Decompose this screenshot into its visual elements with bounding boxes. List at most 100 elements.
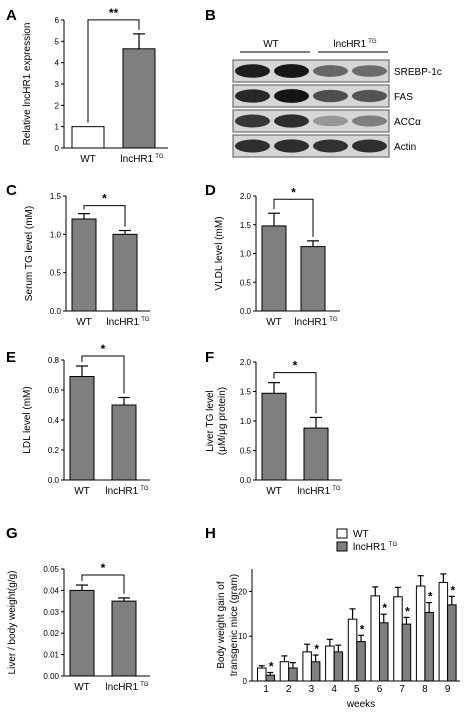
blot-band <box>352 115 387 127</box>
y-tick-label: 0.00 <box>43 672 59 681</box>
bar-wt <box>438 581 449 682</box>
bar-tg <box>447 604 457 682</box>
y-tick-label: 0.5 <box>50 269 62 278</box>
y-tick-label: 0.05 <box>43 565 59 574</box>
y-tick-label: 6 <box>55 16 60 25</box>
y-tick-label: 1.5 <box>240 221 252 230</box>
y-tick-label: 0.5 <box>240 447 252 456</box>
significance-marker: * <box>293 359 298 373</box>
bar-tg <box>356 641 366 682</box>
blot-band <box>274 114 309 128</box>
significance-marker: * <box>102 192 107 206</box>
blot-band <box>352 65 387 77</box>
week-group: *8 <box>415 575 434 695</box>
bar-wt <box>325 645 335 682</box>
blot-row-label: SREBP-1c <box>394 67 442 78</box>
significance-bracket <box>273 372 317 414</box>
panel-label-a: A <box>6 7 17 24</box>
blot-row-label: ACCα <box>394 117 421 128</box>
significance-bracket <box>81 355 125 394</box>
blot-band <box>274 139 309 153</box>
week-group: *9 <box>438 573 457 695</box>
bar-wt <box>393 596 403 682</box>
significance-bracket <box>81 574 125 594</box>
y-axis-label-line2: transgenic mice (gram) <box>229 574 240 676</box>
y-tick-label: 0 <box>243 677 248 686</box>
bar-wt <box>302 651 312 682</box>
x-tick-label: 4 <box>331 684 337 695</box>
blot-strip <box>232 109 390 133</box>
blot-group-label-tg: lncHR1 TG <box>333 39 376 50</box>
blot-strip <box>232 84 390 108</box>
x-category-label: WT <box>74 682 90 693</box>
y-axis-label-line2: (μM/μg protein) <box>217 387 228 455</box>
x-category-label: WT <box>74 486 90 497</box>
x-category-label: lncHR1 TG <box>294 317 337 328</box>
significance-marker: * <box>291 185 296 199</box>
chart-h-body-weight-gain: 0 10 20 Body weight gain of transgenic mice … <box>216 528 460 710</box>
y-tick-label: 1.0 <box>240 417 252 426</box>
y-tick-label: 3 <box>55 80 60 89</box>
bar-wt <box>415 585 426 682</box>
blot-band <box>313 65 348 77</box>
y-tick-label: 0.0 <box>48 476 60 485</box>
western-blot-b: WT lncHR1 TG SREBP-1c FAS ACCα Actin <box>232 39 442 158</box>
y-tick-label: 0.02 <box>43 629 59 638</box>
y-tick-label: 20 <box>238 587 247 596</box>
bar-2 <box>111 404 137 481</box>
significance-marker: * <box>428 590 433 604</box>
x-tick-label: 6 <box>377 684 383 695</box>
week-group: *1 <box>257 659 275 695</box>
y-tick-label: 0.5 <box>240 278 252 287</box>
panel-label-f: F <box>205 349 214 366</box>
y-tick-label: 2 <box>55 101 60 110</box>
significance-marker: * <box>405 604 410 618</box>
blot-group-label-wt: WT <box>263 39 279 50</box>
panel-label-c: C <box>6 182 17 199</box>
blot-row-label: Actin <box>394 142 416 153</box>
bar-tg <box>288 667 298 682</box>
x-category-label: lncHR1 TG <box>105 682 148 693</box>
y-tick-label: 0 <box>55 144 60 153</box>
bar-wt <box>257 667 267 682</box>
bar-1 <box>71 126 105 149</box>
blot-band <box>352 89 387 103</box>
blot-band <box>235 89 270 103</box>
significance-bracket <box>87 19 140 123</box>
chart-d-vldl: 0.0 0.5 1.0 1.5 2.0 VLDL level (mM) WT lncHR1 TG… <box>214 185 340 328</box>
y-axis-label: Body weight gain of <box>216 581 227 669</box>
x-tick-label: 3 <box>309 684 315 695</box>
y-tick-label: 0.04 <box>43 586 59 595</box>
significance-marker: * <box>269 659 274 673</box>
legend-label: WT <box>353 529 369 540</box>
y-axis-label: LDL level (mM) <box>22 386 33 453</box>
y-tick-label: 0.03 <box>43 608 59 617</box>
bar-tg <box>265 674 275 682</box>
x-tick-label: 9 <box>445 684 451 695</box>
x-category-label: WT <box>80 154 96 165</box>
bar-2 <box>112 233 138 312</box>
legend-label: lncHR1 TG <box>353 542 397 553</box>
x-category-label: lncHR1 TG <box>105 486 148 497</box>
panel-label-d: D <box>205 182 216 199</box>
y-tick-label: 10 <box>238 632 247 641</box>
significance-marker: * <box>360 622 365 636</box>
legend-swatch <box>336 541 348 552</box>
significance-marker: * <box>451 583 456 597</box>
week-group: *3 <box>302 642 321 695</box>
x-category-label: lncHR1 TG <box>297 486 340 497</box>
bar-1 <box>261 225 287 312</box>
bar-tg <box>310 661 321 682</box>
x-tick-label: 7 <box>399 684 405 695</box>
y-axis-label: Liver TG level <box>205 390 216 452</box>
chart-a-relative-expression: 0 1 2 3 4 5 6 Relative lncHR1 expression WT lncHR… <box>22 6 168 165</box>
y-tick-label: 1.0 <box>240 250 252 259</box>
chart-f-liver-tg: 0.0 0.5 1.0 1.5 2.0 Liver TG level (μM/μg prot… <box>205 358 342 497</box>
y-tick-label: 5 <box>55 37 60 46</box>
panel-label-e: E <box>6 349 16 366</box>
bar-wt <box>279 661 290 682</box>
x-category-label: WT <box>266 486 282 497</box>
y-axis-label: Relative lncHR1 expression <box>22 23 33 146</box>
y-tick-label: 0.0 <box>240 476 252 485</box>
bar-1 <box>71 218 97 312</box>
